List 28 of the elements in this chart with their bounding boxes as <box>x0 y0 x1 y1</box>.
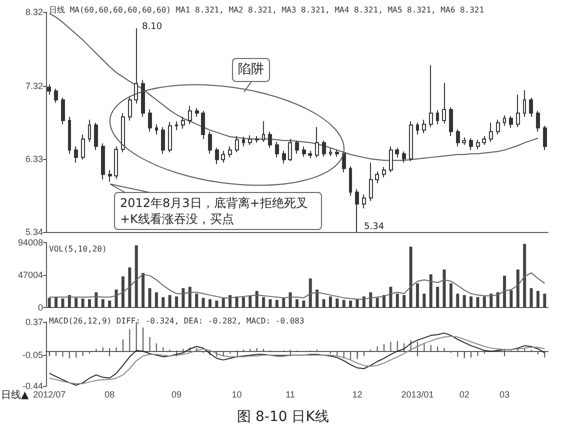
annotation: 2012年8月3日，底背离+拒绝死叉+K线看涨吞没，买点 <box>114 192 322 230</box>
y-tick-label: 6.33 <box>25 154 43 164</box>
y-tick-label: 94008 <box>18 238 43 248</box>
y-tick-label: 47004 <box>18 270 43 280</box>
y-tick-label: 5.34 <box>25 227 43 237</box>
y-tick-label: 8.32 <box>25 7 43 17</box>
x-tick-label: 03 <box>499 390 510 400</box>
x-tick-label: 11 <box>286 390 295 400</box>
x-tick-label: 02 <box>459 390 470 400</box>
annotation: 陷阱 <box>232 58 270 82</box>
x-tick-label: 12 <box>352 390 362 400</box>
y-tick-label: 7.32 <box>25 80 43 91</box>
y-tick-label: -0.44 <box>22 381 43 391</box>
chart-subtitle: 日线 MA(60,60,60,60,60,60) MA1 8.321, MA2 8.321, MA3 8.321, MA4 8.321, MA5 8.321, MA6 8.321 <box>49 6 484 14</box>
x-tick-label: 10 <box>232 390 242 400</box>
annotation: 5.34 <box>364 222 384 232</box>
x-tick-label: 09 <box>172 390 182 400</box>
text: 图 8-10 日K线 <box>236 408 330 426</box>
x-tick-label: 2012/07 <box>33 390 66 400</box>
text: 日线▲ <box>1 389 29 402</box>
chart-subtitle: VOL(5,10,20) <box>49 244 107 254</box>
x-tick-label: 08 <box>104 390 115 400</box>
y-tick-label: 0.37 <box>25 317 43 327</box>
chart-subtitle: MACD(26,12,9) DIFF: -0.324, DEA: -0.282, MACD: -0.083 <box>49 316 304 326</box>
y-tick-label: -0.05 <box>22 350 43 360</box>
y-tick-label: 0 <box>38 302 43 312</box>
x-tick-label: 2013/01 <box>401 390 434 400</box>
annotation: 8.10 <box>142 22 162 32</box>
